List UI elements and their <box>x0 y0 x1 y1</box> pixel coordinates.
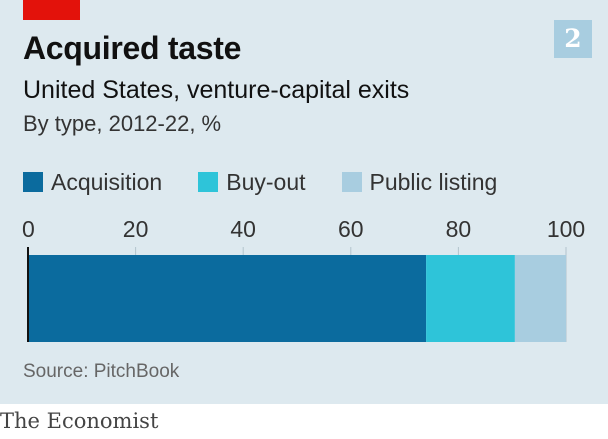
x-tick-label-80: 80 <box>446 216 472 242</box>
stacked-bar-chart: 0 20 40 60 80 100 <box>22 216 585 342</box>
chart-title: Acquired taste <box>23 30 242 66</box>
legend-swatch-public-listing <box>341 172 362 192</box>
bar-segment-public-listing <box>514 255 566 342</box>
bar-segment-buyout <box>426 255 515 342</box>
source-note: Source: PitchBook <box>23 361 180 382</box>
red-tag <box>23 0 80 20</box>
legend-label-public-listing: Public listing <box>369 168 498 195</box>
publisher-logo: The Economist <box>0 409 159 433</box>
legend-swatch-acquisition <box>23 172 43 192</box>
bar-segment-acquisition <box>28 255 427 342</box>
x-tick-label-40: 40 <box>230 216 256 242</box>
legend-label-buyout: Buy-out <box>226 168 306 195</box>
x-tick-label-0: 0 <box>22 216 35 242</box>
legend: Acquisition Buy-out Public listing <box>23 167 533 197</box>
legend-label-acquisition: Acquisition <box>51 168 163 195</box>
legend-item-buyout: Buy-out <box>198 168 306 196</box>
legend-item-public-listing: Public listing <box>341 168 498 196</box>
chart-number-badge: 2 <box>554 20 592 58</box>
legend-item-acquisition: Acquisition <box>23 169 162 196</box>
chart-subtitle: United States, venture-capital exits <box>23 76 410 104</box>
x-tick-label-100: 100 <box>547 216 585 242</box>
x-tick-label-60: 60 <box>338 216 364 242</box>
x-tick-label-20: 20 <box>123 216 149 242</box>
legend-swatch-buyout <box>198 172 219 192</box>
chart-unit-label: By type, 2012-22, % <box>23 111 222 136</box>
